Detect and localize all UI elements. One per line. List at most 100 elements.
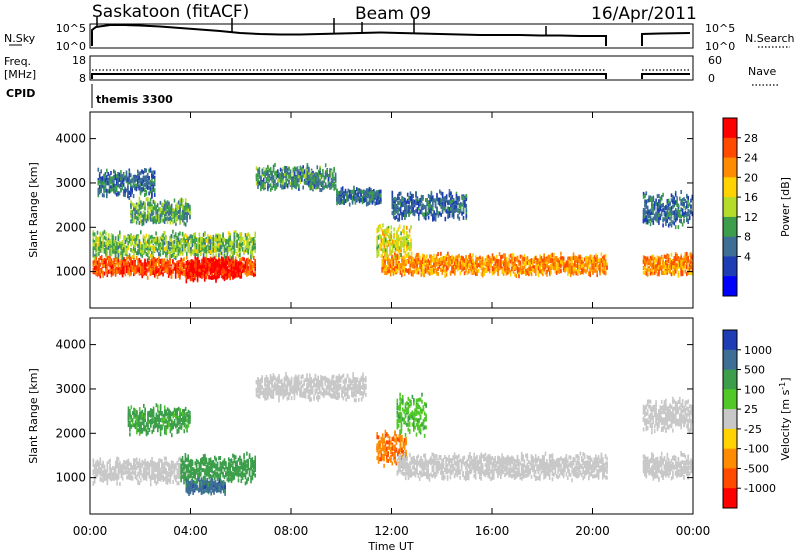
- data-cell: [106, 265, 109, 270]
- data-cell: [145, 168, 148, 173]
- data-cell: [377, 190, 379, 194]
- data-cell: [546, 272, 548, 277]
- data-cell: [130, 191, 132, 196]
- data-cell: [148, 250, 150, 255]
- data-cell: [365, 188, 368, 193]
- data-cell: [313, 182, 316, 187]
- data-cell: [363, 197, 365, 202]
- data-cell: [237, 263, 240, 268]
- data-cell: [106, 248, 109, 253]
- data-cell: [99, 269, 102, 274]
- data-cell: [127, 270, 129, 275]
- data-cell: [204, 242, 206, 247]
- data-cell: [220, 261, 223, 266]
- data-cell: [165, 264, 167, 269]
- data-cell: [193, 233, 195, 237]
- data-cell: [395, 258, 397, 263]
- data-cell: [152, 210, 155, 215]
- data-cell: [269, 187, 272, 192]
- data-cell: [108, 181, 111, 186]
- data-cell: [156, 218, 159, 223]
- data-cell: [218, 274, 220, 279]
- data-cell: [272, 164, 275, 169]
- data-cell: [324, 172, 327, 177]
- data-cell: [341, 194, 344, 198]
- data-cell: [130, 203, 132, 208]
- data-cell: [487, 261, 490, 266]
- data-cell: [194, 274, 196, 279]
- data-cell: [550, 266, 552, 271]
- data-cell: [267, 174, 269, 179]
- data-cell: [123, 270, 125, 275]
- data-cell: [305, 176, 307, 181]
- data-cell: [334, 179, 337, 184]
- data-cell: [408, 259, 410, 264]
- data-cell: [168, 206, 170, 211]
- data-cell: [148, 211, 150, 216]
- data-cell: [170, 238, 173, 243]
- data-cell: [218, 242, 220, 247]
- data-cell: [144, 249, 146, 254]
- data-cell: [130, 237, 132, 242]
- data-cell: [523, 261, 526, 266]
- data-cell: [530, 260, 533, 265]
- data-cell: [452, 258, 455, 263]
- data-cell: [348, 192, 351, 197]
- data-cell: [365, 190, 368, 195]
- data-cell: [323, 176, 326, 181]
- data-cell: [543, 260, 545, 265]
- data-cell: [127, 246, 129, 251]
- data-cell: [403, 267, 406, 272]
- data-cell: [330, 174, 333, 179]
- data-cell: [385, 256, 388, 261]
- data-cell: [309, 182, 311, 187]
- data-cell: [241, 269, 244, 274]
- data-cell: [419, 259, 421, 264]
- data-cell: [518, 274, 520, 279]
- data-cell: [255, 181, 258, 186]
- data-cell: [444, 255, 446, 260]
- data-cell: [219, 264, 222, 269]
- data-cell: [233, 263, 236, 268]
- data-cell: [121, 186, 124, 191]
- data-cell: [339, 201, 341, 205]
- data-cell: [158, 256, 160, 261]
- data-cell: [547, 255, 550, 260]
- data-cell: [433, 257, 435, 262]
- data-cell: [364, 197, 367, 202]
- data-cell: [144, 193, 146, 197]
- data-cell: [209, 235, 212, 240]
- data-cell: [100, 248, 103, 253]
- data-cell: [145, 191, 148, 196]
- data-cell: [469, 266, 471, 271]
- data-cell: [127, 255, 129, 260]
- data-cell: [218, 233, 220, 238]
- data-cell: [98, 257, 100, 262]
- data-cell: [142, 175, 145, 180]
- data-cell: [532, 259, 534, 264]
- data-cell: [214, 256, 216, 261]
- data-cell: [437, 260, 439, 265]
- data-cell: [296, 177, 299, 182]
- data-cell: [326, 184, 328, 189]
- data-cell: [106, 243, 109, 248]
- data-cell: [274, 162, 276, 167]
- data-cell: [98, 269, 100, 274]
- data-cell: [177, 269, 180, 274]
- data-cell: [167, 250, 170, 255]
- data-cell: [511, 267, 513, 272]
- data-cell: [126, 256, 128, 261]
- nsky-tick-top: 10^5: [56, 22, 86, 35]
- data-cell: [509, 272, 512, 277]
- data-cell: [461, 264, 463, 269]
- data-cell: [493, 266, 495, 271]
- data-cell: [100, 187, 102, 192]
- data-cell: [255, 173, 258, 178]
- data-cell: [480, 272, 483, 277]
- data-cell: [421, 261, 424, 266]
- data-cell: [219, 234, 222, 239]
- data-cell: [455, 261, 457, 265]
- data-cell: [159, 246, 162, 251]
- data-cell: [251, 262, 254, 267]
- data-cell: [554, 269, 557, 274]
